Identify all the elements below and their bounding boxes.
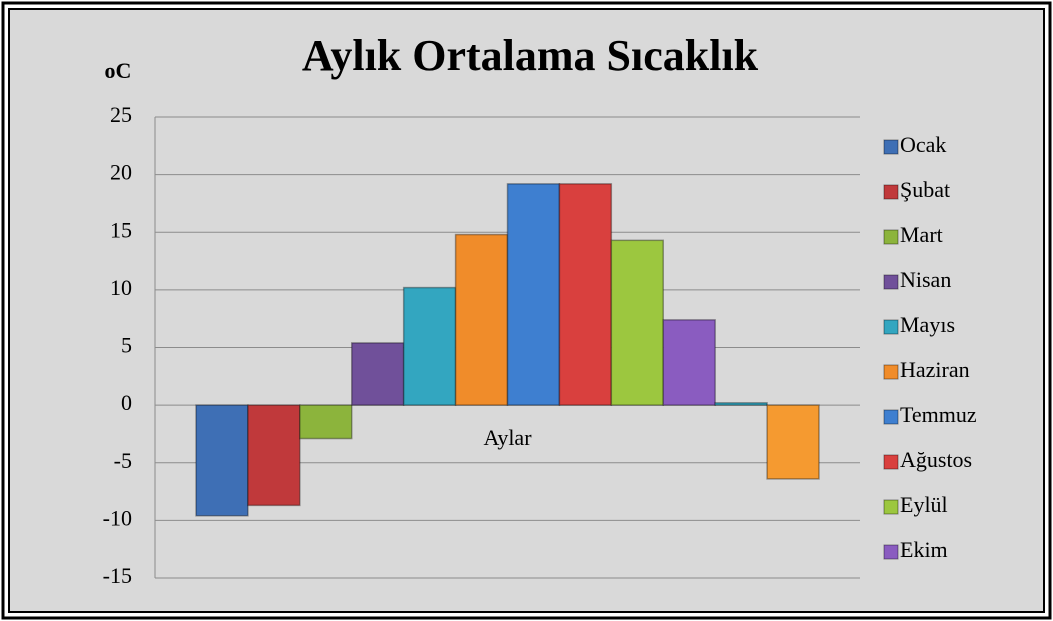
- bar: [766, 404, 820, 480]
- legend-swatch: [883, 184, 899, 200]
- chart-background: [8, 8, 1045, 613]
- legend-label: Temmuz: [900, 402, 977, 427]
- bar: [402, 286, 457, 406]
- bar: [662, 319, 716, 406]
- y-tick-label: 5: [121, 333, 132, 358]
- legend-label: Nisan: [900, 267, 951, 292]
- bar: [195, 404, 249, 517]
- legend-swatch: [883, 409, 899, 425]
- legend-swatch: [883, 544, 899, 560]
- legend-label: Ekim: [900, 537, 948, 562]
- legend-label: Ağustos: [900, 447, 972, 472]
- y-axis-label: oC: [105, 58, 132, 83]
- bar: [247, 404, 301, 507]
- legend-swatch: [883, 454, 899, 470]
- legend-label: Mart: [900, 222, 943, 247]
- legend-swatch: [883, 229, 899, 245]
- y-tick-label: -10: [103, 505, 132, 530]
- bar: [299, 404, 353, 440]
- y-tick-label: 10: [110, 275, 132, 300]
- legend-swatch: [883, 274, 899, 290]
- legend-label: Mayıs: [900, 312, 955, 337]
- y-tick-label: 0: [121, 390, 132, 415]
- legend-swatch: [883, 499, 899, 515]
- y-tick-label: 20: [110, 160, 132, 185]
- legend-swatch: [883, 364, 899, 380]
- legend-swatch: [883, 319, 899, 335]
- bar: [610, 239, 664, 406]
- bar: [506, 183, 561, 406]
- y-tick-label: -5: [114, 448, 132, 473]
- y-tick-label: 25: [110, 102, 132, 127]
- y-tick-label: 15: [110, 217, 132, 242]
- x-tick-label: Aylar: [483, 425, 532, 450]
- bar: [351, 342, 405, 406]
- legend-label: Haziran: [900, 357, 970, 382]
- bar: [454, 233, 509, 406]
- chart-title: Aylık Ortalama Sıcaklık: [302, 31, 759, 80]
- y-tick-label: -15: [103, 563, 132, 588]
- legend-label: Şubat: [900, 177, 950, 202]
- legend-label: Eylül: [900, 492, 948, 517]
- legend-label: Ocak: [900, 132, 946, 157]
- bar: [714, 402, 768, 406]
- bar: [558, 183, 613, 406]
- legend-swatch: [883, 139, 899, 155]
